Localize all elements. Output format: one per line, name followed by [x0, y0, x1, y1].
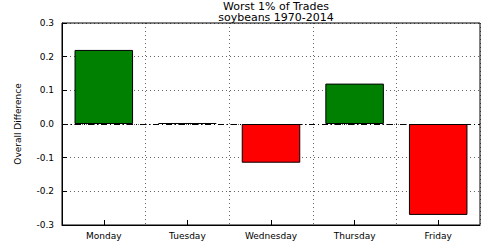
svg-text:-0.3: -0.3	[36, 220, 54, 230]
svg-text:Wednesday: Wednesday	[245, 231, 298, 241]
svg-text:-0.2: -0.2	[36, 186, 54, 196]
svg-text:0.1: 0.1	[40, 85, 54, 95]
svg-text:Thursday: Thursday	[333, 231, 377, 241]
svg-text:0.3: 0.3	[40, 18, 54, 28]
svg-text:-0.1: -0.1	[36, 153, 54, 163]
svg-text:0.0: 0.0	[40, 119, 55, 129]
svg-text:Monday: Monday	[86, 231, 122, 241]
svg-text:Worst 1% of Trades: Worst 1% of Trades	[223, 0, 329, 13]
svg-text:soybeans 1970-2014: soybeans 1970-2014	[218, 11, 334, 24]
svg-text:Overall Difference: Overall Difference	[13, 83, 23, 165]
svg-text:Tuesday: Tuesday	[168, 231, 206, 241]
svg-text:Friday: Friday	[425, 231, 453, 241]
svg-text:0.2: 0.2	[40, 52, 54, 62]
